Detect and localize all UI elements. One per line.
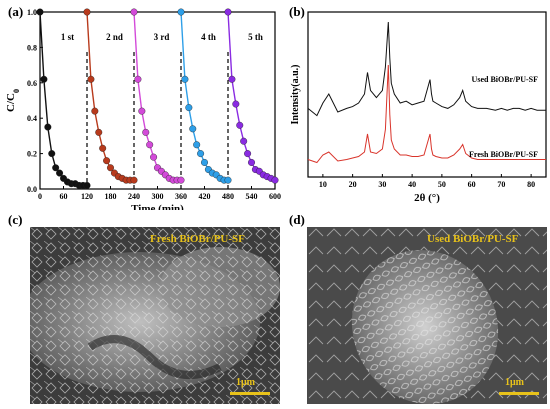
data-point [87, 75, 95, 83]
data-point [247, 158, 255, 166]
data-point [177, 176, 185, 184]
x-axis-label: Time (min) [131, 203, 184, 210]
data-point [200, 158, 208, 166]
data-point [99, 144, 107, 152]
x-tick-label: 60 [468, 180, 476, 189]
x-tick-label: 50 [438, 180, 446, 189]
plot-frame [307, 11, 547, 178]
x-tick-label: 480 [222, 192, 234, 201]
x-tick-label: 180 [105, 192, 117, 201]
data-point [228, 75, 236, 83]
data-point [224, 176, 232, 184]
sem-caption-fresh: Fresh BiOBr/PU-SF [150, 233, 245, 245]
data-point [138, 107, 146, 115]
data-point [146, 141, 154, 149]
data-point [177, 8, 185, 16]
data-point [224, 8, 232, 16]
y-tick-label: 0.2 [27, 150, 37, 159]
sem-caption-used: Used BiOBr/PU-SF [427, 233, 519, 245]
x-tick-label: 420 [199, 192, 211, 201]
data-point [185, 104, 193, 112]
data-point [271, 176, 279, 184]
data-point [83, 181, 91, 189]
y-tick-label: 0.4 [27, 114, 37, 123]
x-tick-label: 360 [175, 192, 187, 201]
data-point [130, 8, 138, 16]
panel-b-label: (b) [289, 4, 305, 19]
y-tick-label: 0.0 [27, 185, 37, 194]
data-point [40, 75, 48, 83]
sem-texture-used [307, 227, 547, 404]
chart-a-degradation-cycles: 0 60 120 180 240 300 360 420 480 540 600 0.0 0.2 0.4 0… [5, 8, 281, 210]
data-point [95, 128, 103, 136]
cycle-label: 2 nd [106, 32, 123, 42]
x-tick-label: 10 [319, 180, 327, 189]
data-point [134, 75, 142, 83]
series-line [307, 64, 546, 164]
cycle-label: 1 st [61, 32, 74, 42]
data-point [83, 8, 91, 16]
data-point [103, 157, 111, 165]
cycle-label: 5 th [248, 32, 263, 42]
x-axis-label: 2θ (°) [414, 192, 440, 204]
x-tick-label: 30 [378, 180, 386, 189]
scalebar-label-fresh: 1μm [236, 377, 255, 388]
data-point [193, 141, 201, 149]
panel-a-label: (a) [8, 4, 24, 19]
data-point [244, 150, 252, 158]
scalebar-fresh [230, 392, 270, 395]
data-point [150, 153, 158, 161]
y-axis-label: Intensity(a.u.) [290, 64, 301, 124]
data-point [232, 100, 240, 108]
x-tick-label: 0 [38, 192, 42, 201]
data-point [236, 121, 244, 129]
x-tick-label: 20 [349, 180, 357, 189]
sem-texture-fresh [30, 227, 280, 404]
x-tick-label: 70 [497, 180, 505, 189]
data-point [181, 75, 189, 83]
data-point [197, 150, 205, 158]
chart-b-xrd: 10 20 30 40 50 60 70 80 2θ (°) Intensity(a.u.) Use… [290, 11, 547, 204]
data-point [44, 123, 52, 131]
data-point [52, 164, 60, 172]
data-point [36, 8, 44, 16]
cycle-label: 4 th [201, 32, 216, 42]
data-point [142, 128, 150, 136]
sem-image-fresh: Fresh BiOBr/PU-SF 1μm [30, 227, 280, 404]
cycle-label: 3 rd [154, 32, 170, 42]
y-tick-label: 0.6 [27, 79, 37, 88]
y-tick-label: 1.0 [27, 8, 37, 17]
data-point [91, 107, 99, 115]
series-label: Used BiOBr/PU-SF [472, 75, 539, 84]
data-point [48, 150, 56, 158]
x-tick-label: 40 [408, 180, 416, 189]
series-line [307, 21, 546, 117]
scalebar-used [499, 392, 539, 395]
series-label: Fresh BiOBr/PU-SF [469, 150, 538, 159]
panel-c-label: (c) [8, 212, 23, 227]
x-tick-label: 600 [269, 192, 281, 201]
x-tick-label: 80 [527, 180, 535, 189]
x-tick-label: 60 [60, 192, 68, 201]
x-tick-label: 300 [152, 192, 164, 201]
data-point [56, 169, 64, 177]
data-point [240, 137, 248, 145]
x-tick-label: 120 [81, 192, 93, 201]
scalebar-label-used: 1μm [505, 377, 524, 388]
y-tick-label: 0.8 [27, 43, 37, 52]
x-tick-label: 540 [246, 192, 258, 201]
data-point [130, 176, 138, 184]
data-point [106, 164, 114, 172]
y-axis-label: C/C0 [5, 89, 21, 112]
x-tick-label: 240 [128, 192, 140, 201]
data-point [189, 125, 197, 133]
sem-image-used: Used BiOBr/PU-SF 1μm [307, 227, 547, 404]
panel-d-label: (d) [289, 212, 305, 227]
